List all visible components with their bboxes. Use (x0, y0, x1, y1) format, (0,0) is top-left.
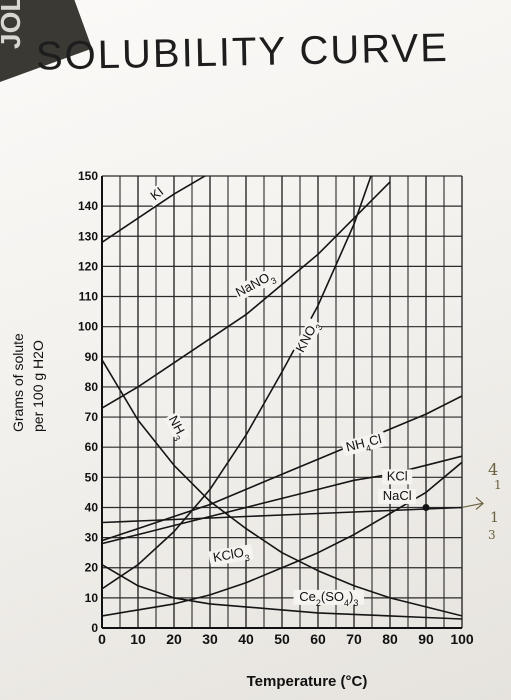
label-ce2so43-part: (SO (321, 589, 344, 604)
y-tick-label: 20 (85, 561, 99, 575)
x-tick-label: 60 (310, 631, 326, 647)
label-nano3-bg (232, 267, 278, 302)
handwritten-note-1: 4 (488, 460, 499, 479)
series-line-nano3 (102, 181, 391, 409)
label-nano3-part: NaNO (233, 270, 272, 300)
x-axis-label: Temperature (°C) (247, 673, 368, 690)
x-tick-label: 100 (450, 631, 474, 647)
handwritten-note-3: 1 (490, 510, 499, 526)
label-kclo3: KClO3 (208, 544, 254, 569)
label-ki: KI (144, 181, 171, 208)
y-tick-label: 30 (85, 531, 99, 545)
y-tick-label: 110 (79, 290, 99, 304)
x-tick-label: 90 (418, 631, 434, 647)
label-ce2so43-part: 4 (344, 598, 349, 608)
label-ce2so43-bg (293, 589, 365, 605)
marked-point (422, 503, 430, 511)
y-tick-label: 60 (85, 440, 99, 454)
label-nh4cl-part: NH (344, 435, 366, 454)
x-tick-label: 10 (130, 631, 146, 647)
label-ce2so43: Ce2(SO4)3 (293, 589, 365, 608)
handwritten-note-2: 1 (494, 478, 502, 492)
y-tick-label: 0 (91, 621, 98, 635)
label-nano3: NaNO3 (232, 267, 278, 302)
label-nano3-part: 3 (269, 275, 278, 286)
x-tick-label: 80 (382, 631, 398, 647)
label-kclo3-part: KClO (212, 545, 245, 565)
x-tick-label: 50 (274, 631, 290, 647)
label-kcl: KCl (382, 468, 413, 485)
y-tick-label: 120 (78, 259, 98, 273)
label-kcl-bg (382, 469, 413, 485)
handwritten-arrow (461, 502, 483, 509)
label-nh4cl: NH4Cl (341, 431, 387, 458)
y-tick-label: 70 (85, 410, 99, 424)
label-nh3-part: 3 (171, 434, 182, 443)
label-ce2so43-text: Ce2(SO4)3 (299, 589, 358, 608)
x-tick-label: 20 (166, 631, 182, 647)
label-kclo3-part: 3 (244, 553, 251, 564)
y-tick-label: 90 (85, 350, 99, 364)
series-line-nacl (102, 506, 462, 524)
chart-plot-area: 0 10 20 30 40 50 60 70 80 90 100 110 120 130 140 150 0 10… (78, 169, 484, 690)
y-tick-label: 140 (78, 199, 98, 213)
label-nh4cl-part: Cl (367, 431, 383, 449)
y-tick-label: 150 (78, 169, 98, 183)
label-ce2so43-part: Ce (299, 589, 316, 604)
y-tick-label: 130 (78, 229, 98, 243)
series-line-kno3 (102, 176, 372, 590)
label-kcl-text: KCl (387, 468, 408, 483)
label-nh4cl-text: NH4Cl (344, 431, 384, 458)
label-ce2so43-part: 3 (353, 598, 358, 608)
y-tick-label: 10 (85, 591, 99, 605)
y-tick-label: 40 (85, 500, 99, 514)
y-tick-label: 50 (85, 470, 99, 484)
series-line-ki (102, 176, 207, 243)
label-nh4cl-part: 4 (365, 443, 372, 454)
label-nacl-part: NaCl (383, 488, 412, 503)
label-nh3: NH3 (164, 411, 191, 444)
label-kno3-part: 3 (314, 323, 325, 332)
label-ce2so43-part: ) (349, 589, 353, 604)
label-kclo3-text: KClO3 (212, 544, 251, 569)
label-kno3-bg (292, 317, 323, 357)
series-group (102, 176, 462, 620)
x-tick-label: 70 (346, 631, 362, 647)
label-kcl-part: KCl (387, 468, 408, 483)
series-line-kclo3 (102, 461, 462, 617)
handwritten-note-4: 3 (488, 528, 496, 542)
label-nacl-bg (378, 488, 417, 504)
y-tick-label: 100 (78, 320, 98, 334)
x-tick-label: 40 (238, 631, 254, 647)
label-nh4cl-bg (341, 431, 387, 457)
series-line-ce2so43 (102, 564, 462, 620)
x-tick-label: 0 (98, 631, 106, 647)
label-ce2so43-part: 2 (316, 598, 321, 608)
label-nh3-bg (164, 411, 191, 444)
y-tick-label: 80 (85, 380, 99, 394)
label-kno3: KNO3 (292, 317, 325, 357)
label-kclo3-bg (208, 544, 254, 567)
label-nacl: NaCl (378, 488, 417, 504)
series-line-nh3 (102, 359, 462, 617)
handwritten-arrow-head (475, 497, 484, 510)
x-tick-label: 30 (202, 631, 218, 647)
label-ki-bg (144, 181, 171, 208)
label-nacl-text: NaCl (383, 488, 412, 503)
